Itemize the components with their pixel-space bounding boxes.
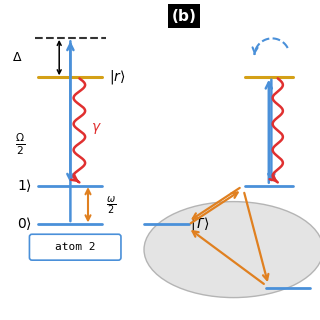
Text: $\Delta$: $\Delta$ <box>12 51 22 64</box>
Text: $\frac{\omega}{2}$: $\frac{\omega}{2}$ <box>106 194 116 216</box>
Text: $0\rangle$: $0\rangle$ <box>17 215 32 233</box>
Text: $|T\rangle$: $|T\rangle$ <box>190 215 210 233</box>
Text: atom 2: atom 2 <box>55 242 95 252</box>
Text: $\gamma$: $\gamma$ <box>91 121 102 135</box>
Ellipse shape <box>144 202 320 298</box>
Text: $\frac{\Omega}{2}$: $\frac{\Omega}{2}$ <box>15 131 26 157</box>
Text: $|r\rangle$: $|r\rangle$ <box>109 68 125 86</box>
Text: $\mathbf{(b)}$: $\mathbf{(b)}$ <box>171 7 197 25</box>
Text: $1\rangle$: $1\rangle$ <box>17 177 32 194</box>
